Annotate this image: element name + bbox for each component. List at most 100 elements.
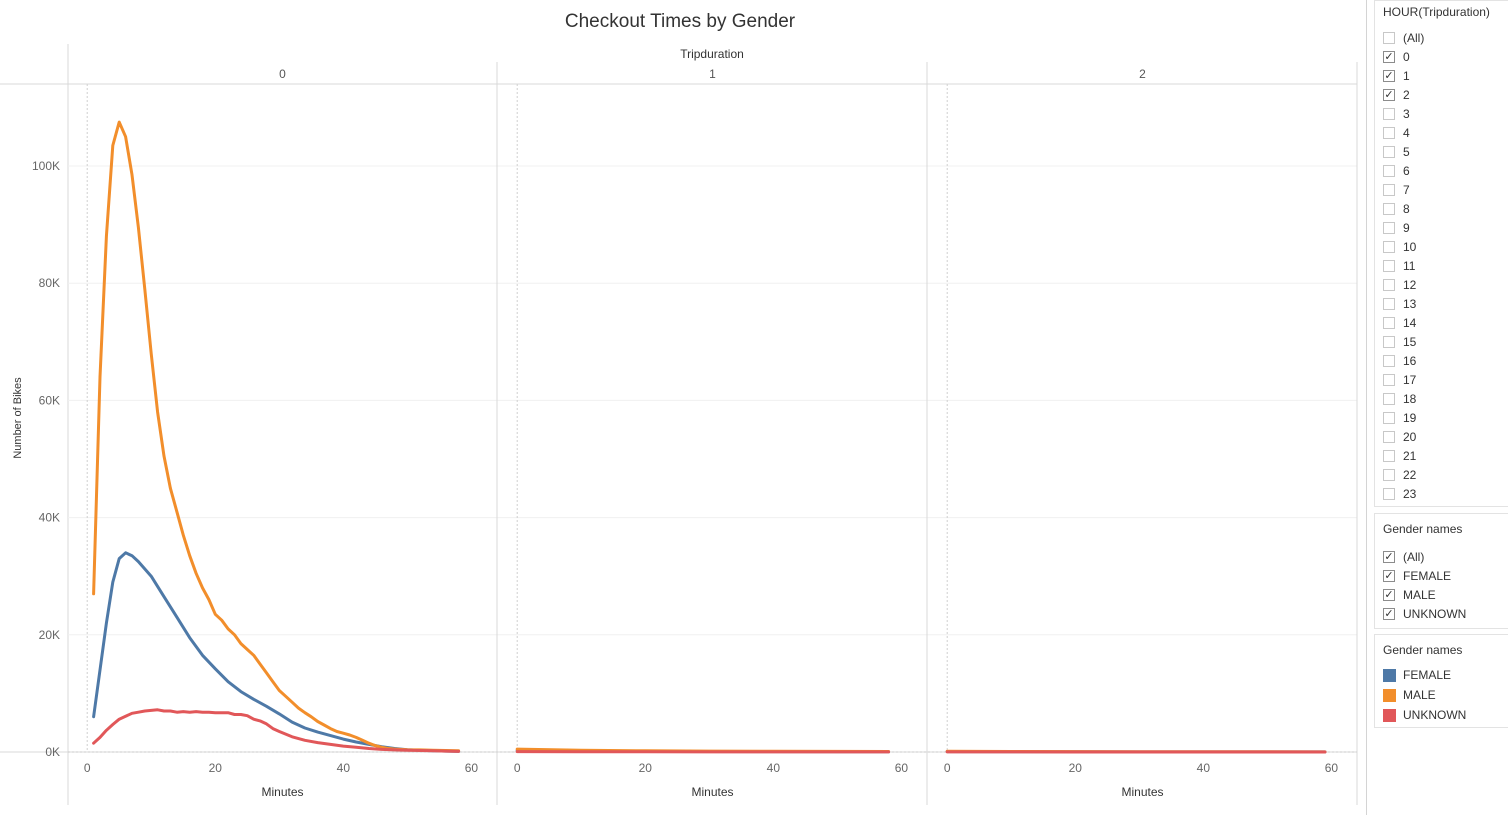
hour-option-20[interactable]: 20	[1383, 428, 1416, 446]
gender-checkbox[interactable]: ✓	[1383, 551, 1395, 563]
series-line-male	[94, 122, 459, 751]
hour-option-11[interactable]: 11	[1383, 257, 1415, 275]
legend-item-female[interactable]: FEMALE	[1383, 666, 1451, 684]
hour-checkbox[interactable]	[1383, 203, 1395, 215]
hour-checkbox[interactable]	[1383, 317, 1395, 329]
gender-option-label: (All)	[1403, 550, 1424, 564]
y-tick-label: 0K	[45, 745, 60, 759]
hour-option-label: 3	[1403, 107, 1410, 121]
gender-option-label: UNKNOWN	[1403, 607, 1466, 621]
hour-checkbox[interactable]: ✓	[1383, 51, 1395, 63]
hour-option-15[interactable]: 15	[1383, 333, 1416, 351]
x-tick-label: 20	[209, 761, 223, 775]
hour-option-12[interactable]: 12	[1383, 276, 1416, 294]
gender-filter-title: Gender names	[1383, 522, 1462, 536]
gender-checkbox[interactable]: ✓	[1383, 608, 1395, 620]
y-tick-label: 60K	[39, 393, 60, 407]
hour-option-10[interactable]: 10	[1383, 238, 1416, 256]
hour-option-label: 23	[1403, 487, 1416, 501]
hour-option-label: 17	[1403, 373, 1416, 387]
hour-option-14[interactable]: 14	[1383, 314, 1416, 332]
hour-checkbox[interactable]: ✓	[1383, 89, 1395, 101]
hour-checkbox[interactable]	[1383, 488, 1395, 500]
hour-option-3[interactable]: 3	[1383, 105, 1410, 123]
hour-option-19[interactable]: 19	[1383, 409, 1416, 427]
gender-option-female[interactable]: ✓ FEMALE	[1383, 567, 1451, 585]
y-tick-label: 80K	[39, 276, 60, 290]
hour-option-16[interactable]: 16	[1383, 352, 1416, 370]
hour-checkbox[interactable]	[1383, 374, 1395, 386]
hour-option-label: 14	[1403, 316, 1416, 330]
series-line-unknown	[94, 710, 459, 752]
hour-option-label: 16	[1403, 354, 1416, 368]
hour-checkbox[interactable]: ✓	[1383, 70, 1395, 82]
x-tick-label: 20	[1069, 761, 1083, 775]
x-axis-label: Minutes	[261, 785, 303, 799]
hour-option-0[interactable]: ✓0	[1383, 48, 1410, 66]
hour-option-2[interactable]: ✓2	[1383, 86, 1410, 104]
hour-checkbox[interactable]	[1383, 127, 1395, 139]
hour-checkbox[interactable]	[1383, 431, 1395, 443]
hour-checkbox[interactable]	[1383, 222, 1395, 234]
hour-checkbox[interactable]	[1383, 260, 1395, 272]
hour-option-21[interactable]: 21	[1383, 447, 1416, 465]
hour-option-label: 22	[1403, 468, 1416, 482]
hour-option-label: 7	[1403, 183, 1410, 197]
gender-checkbox[interactable]: ✓	[1383, 570, 1395, 582]
hour-checkbox[interactable]	[1383, 241, 1395, 253]
gender-option-unknown[interactable]: ✓ UNKNOWN	[1383, 605, 1466, 623]
gender-option-male[interactable]: ✓ MALE	[1383, 586, 1436, 604]
gender-option-all[interactable]: ✓ (All)	[1383, 548, 1424, 566]
x-tick-label: 40	[767, 761, 781, 775]
panel-header-2: 2	[1139, 67, 1146, 81]
hour-checkbox[interactable]	[1383, 165, 1395, 177]
hour-checkbox[interactable]	[1383, 412, 1395, 424]
hour-option-22[interactable]: 22	[1383, 466, 1416, 484]
hour-option-all[interactable]: (All)	[1383, 29, 1424, 47]
hour-option-23[interactable]: 23	[1383, 485, 1416, 503]
gender-filter-card: Gender names ✓ (All) ✓ FEMALE ✓ MALE ✓ UNKNOWN	[1374, 513, 1508, 629]
hour-checkbox[interactable]	[1383, 108, 1395, 120]
checkmark-icon: ✓	[1384, 71, 1393, 81]
gender-option-label: FEMALE	[1403, 569, 1451, 583]
gender-checkbox[interactable]: ✓	[1383, 589, 1395, 601]
hour-option-4[interactable]: 4	[1383, 124, 1410, 142]
hour-checkbox[interactable]	[1383, 393, 1395, 405]
hour-checkbox[interactable]	[1383, 450, 1395, 462]
x-tick-label: 40	[337, 761, 351, 775]
hour-option-label: 6	[1403, 164, 1410, 178]
hour-checkbox[interactable]	[1383, 146, 1395, 158]
hour-option-17[interactable]: 17	[1383, 371, 1416, 389]
legend-swatch	[1383, 709, 1396, 722]
hour-checkbox[interactable]	[1383, 279, 1395, 291]
hour-checkbox[interactable]	[1383, 469, 1395, 481]
x-tick-label: 40	[1197, 761, 1211, 775]
hour-option-label: 9	[1403, 221, 1410, 235]
hour-option-6[interactable]: 6	[1383, 162, 1410, 180]
hour-option-13[interactable]: 13	[1383, 295, 1416, 313]
x-tick-label: 20	[639, 761, 653, 775]
hour-checkbox[interactable]	[1383, 355, 1395, 367]
legend-item-male[interactable]: MALE	[1383, 686, 1436, 704]
hour-option-7[interactable]: 7	[1383, 181, 1410, 199]
hour-option-label: 10	[1403, 240, 1416, 254]
gender-option-label: MALE	[1403, 588, 1436, 602]
hour-checkbox[interactable]	[1383, 184, 1395, 196]
hour-checkbox[interactable]	[1383, 336, 1395, 348]
hour-option-5[interactable]: 5	[1383, 143, 1410, 161]
legend-label: UNKNOWN	[1403, 708, 1466, 722]
hour-option-18[interactable]: 18	[1383, 390, 1416, 408]
hour-option-label: 4	[1403, 126, 1410, 140]
legend-item-unknown[interactable]: UNKNOWN	[1383, 706, 1466, 724]
hour-option-label: 1	[1403, 69, 1410, 83]
hour-option-label: 13	[1403, 297, 1416, 311]
hour-checkbox[interactable]	[1383, 298, 1395, 310]
hour-option-label: 11	[1403, 259, 1415, 273]
hour-checkbox[interactable]	[1383, 32, 1395, 44]
hour-option-9[interactable]: 9	[1383, 219, 1410, 237]
hour-option-8[interactable]: 8	[1383, 200, 1410, 218]
hour-option-1[interactable]: ✓1	[1383, 67, 1410, 85]
